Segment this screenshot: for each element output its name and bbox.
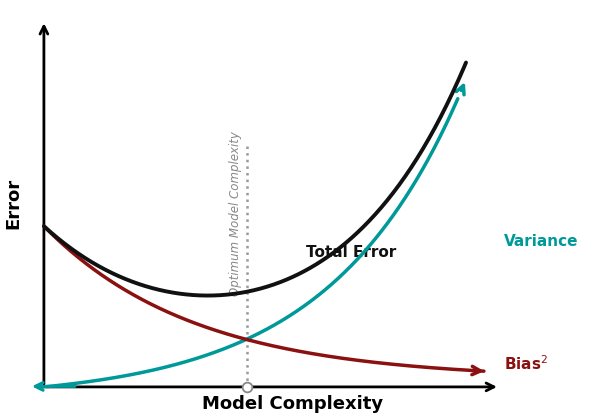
Text: Optimum Model Complexity: Optimum Model Complexity [229, 131, 242, 296]
Text: Error: Error [5, 178, 23, 229]
Text: Model Complexity: Model Complexity [202, 395, 384, 413]
Text: Total Error: Total Error [306, 245, 396, 260]
Text: Bias$^2$: Bias$^2$ [504, 354, 548, 373]
Text: Variance: Variance [504, 234, 579, 249]
